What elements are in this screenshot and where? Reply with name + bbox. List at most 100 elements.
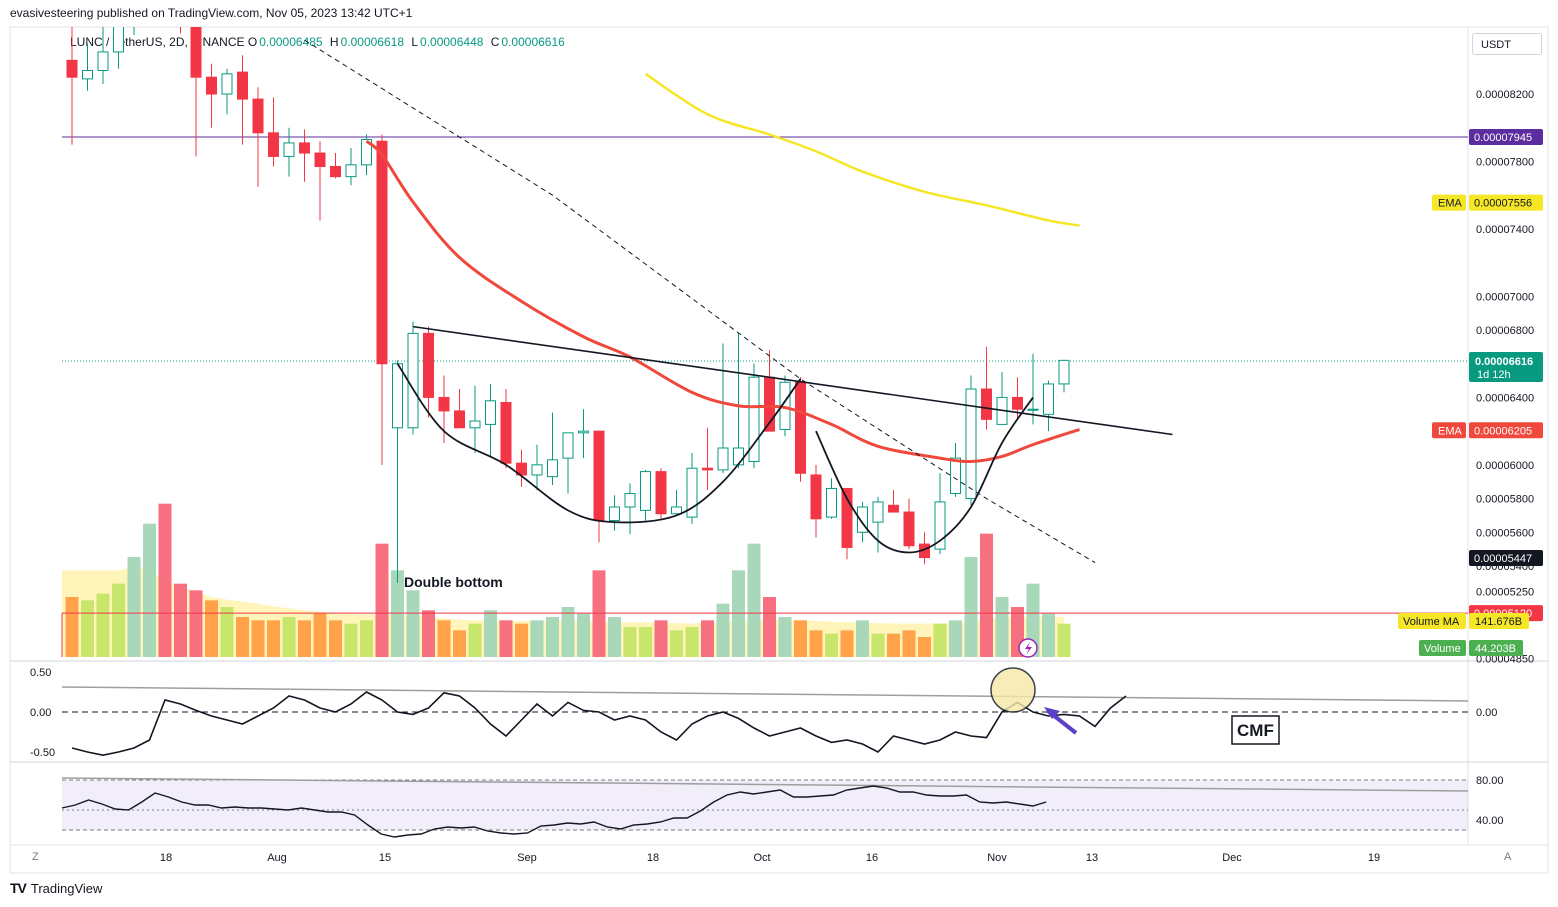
candle-body bbox=[376, 140, 388, 365]
price-tick-label: 0.00005250 bbox=[1476, 586, 1534, 598]
zoom-reset-button[interactable]: Z bbox=[32, 851, 39, 863]
candle-body bbox=[841, 487, 853, 548]
neckline bbox=[412, 325, 1173, 436]
volume-ma-legend-value: 141.676B bbox=[1475, 616, 1522, 628]
time-tick-label: 16 bbox=[866, 852, 878, 864]
candle-body bbox=[283, 142, 295, 157]
volume-bar bbox=[623, 627, 637, 657]
second-bottom-curve bbox=[815, 396, 1034, 554]
auto-scale-button[interactable]: A bbox=[1504, 851, 1512, 863]
candle-body bbox=[423, 332, 434, 398]
time-tick-label: Aug bbox=[267, 852, 287, 864]
candle-body bbox=[531, 464, 543, 476]
first-bottom-curve bbox=[396, 363, 802, 524]
volume-legend-value-bg bbox=[1469, 640, 1523, 656]
price-tick-label: 0.00006400 bbox=[1476, 392, 1534, 404]
volume-bar bbox=[236, 617, 249, 657]
volume-legend-name: Volume bbox=[1424, 643, 1461, 655]
cmf-line bbox=[71, 691, 1127, 757]
volume-bar bbox=[112, 583, 125, 657]
cmf-label: CMF bbox=[1237, 721, 1274, 740]
volume-bar bbox=[1057, 623, 1071, 657]
price-tick-label: 0.00007000 bbox=[1476, 291, 1534, 303]
candle-body bbox=[392, 363, 403, 429]
volume-bar bbox=[127, 557, 141, 657]
footer-brand[interactable]: TV TradingView bbox=[10, 880, 102, 896]
candle-body bbox=[330, 166, 341, 178]
candle-body bbox=[237, 71, 248, 100]
candle-body bbox=[361, 139, 372, 166]
volume-bar bbox=[964, 557, 978, 657]
candle-body bbox=[795, 381, 806, 474]
volume-bar bbox=[670, 630, 683, 657]
countdown-label: 1d 12h bbox=[1477, 369, 1511, 381]
time-tick-label: 15 bbox=[379, 852, 391, 864]
volume-bar bbox=[995, 597, 1009, 657]
candle-body bbox=[1043, 383, 1054, 415]
volume-bar bbox=[701, 620, 714, 657]
candle-body bbox=[810, 474, 822, 520]
volume-bar bbox=[251, 620, 265, 657]
candle-body bbox=[826, 487, 837, 518]
descending-trendline bbox=[304, 39, 1096, 564]
candle-body bbox=[268, 132, 279, 157]
candle-body bbox=[965, 388, 977, 500]
currency-selector[interactable]: USDT bbox=[1472, 33, 1542, 55]
ema_slow-price-tag-bg bbox=[1469, 194, 1543, 211]
candle-body bbox=[562, 432, 574, 459]
candle-body bbox=[655, 471, 667, 515]
volume-bar bbox=[871, 633, 885, 657]
cmf-trendline bbox=[61, 686, 1469, 702]
resistance-price-tag-bg bbox=[1469, 129, 1543, 146]
volume-bar bbox=[81, 600, 94, 657]
ohlc-value-h: 0.00006618 bbox=[340, 35, 404, 49]
volume-bar bbox=[763, 597, 776, 657]
double-bottom-label: Double bottom bbox=[404, 574, 503, 590]
candle-body bbox=[1058, 359, 1070, 385]
candle-body bbox=[733, 447, 744, 466]
candle-body bbox=[1027, 408, 1039, 411]
volume-bar bbox=[856, 620, 869, 657]
volume-bar bbox=[499, 620, 513, 657]
ema_slow-tag-name: EMA bbox=[1438, 198, 1463, 210]
volume-bar bbox=[918, 637, 931, 657]
tradingview-logo-icon: TV bbox=[10, 880, 27, 896]
ohlc-value-l: 0.00006448 bbox=[420, 35, 484, 49]
ohlc-key-c: C bbox=[487, 35, 500, 49]
price-tick-label: 0.00005600 bbox=[1476, 527, 1534, 539]
candle-body bbox=[454, 410, 465, 429]
time-tick-label: Nov bbox=[987, 852, 1007, 864]
candle-body bbox=[857, 506, 868, 533]
ema_fast-tag-name: EMA bbox=[1438, 425, 1463, 437]
volume-bar bbox=[515, 623, 528, 657]
volume-bar bbox=[902, 630, 916, 657]
volume-bar bbox=[329, 620, 342, 657]
volume-legend-value: 44.203B bbox=[1475, 643, 1516, 655]
candle-body bbox=[609, 506, 620, 521]
ohlc-value-c: 0.00006616 bbox=[501, 35, 565, 49]
time-tick-label: 19 bbox=[1368, 852, 1380, 864]
volume-bar bbox=[654, 620, 668, 657]
candle-body bbox=[1012, 396, 1023, 410]
candle-body bbox=[129, 0, 139, 6]
volume-bar bbox=[143, 523, 156, 657]
candle-body bbox=[206, 76, 217, 95]
pointer-arrow-head bbox=[1044, 707, 1060, 719]
ohlc-value-o: 0.00006485 bbox=[259, 35, 323, 49]
resistance-price-tag: 0.00007945 bbox=[1474, 132, 1532, 144]
volume-bar bbox=[437, 620, 451, 657]
volume-bar bbox=[422, 610, 435, 657]
volume-bar bbox=[298, 620, 311, 657]
candle-body bbox=[934, 501, 946, 550]
price-tick-label: 0.00004850 bbox=[1476, 654, 1534, 666]
candle-body bbox=[82, 69, 93, 80]
published-caption: evasivesteering published on TradingView… bbox=[10, 6, 413, 20]
volume-bar bbox=[840, 630, 854, 657]
candle-body bbox=[485, 400, 496, 425]
volume-bar bbox=[809, 630, 823, 657]
brand-name: TradingView bbox=[30, 880, 103, 896]
candle-body bbox=[748, 376, 760, 462]
lightning-bolt bbox=[1025, 642, 1032, 655]
volume-bar bbox=[747, 543, 761, 657]
